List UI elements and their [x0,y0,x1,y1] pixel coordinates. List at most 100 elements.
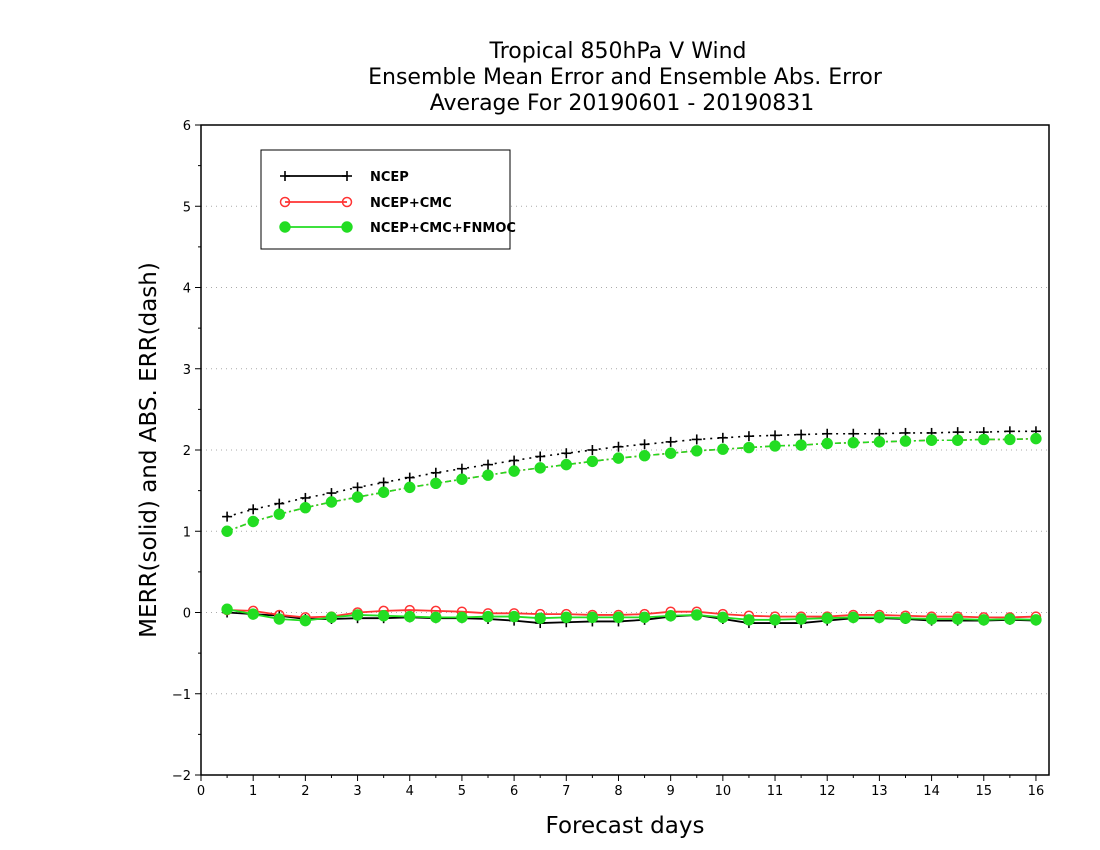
abs-err-point-0-13 [561,448,572,459]
chart-title-line-2: Ensemble Mean Error and Ensemble Abs. Er… [368,65,883,90]
abs-err-point-2-7 [404,481,416,494]
series-layer [221,426,1042,629]
y-tick-label-5: 3 [183,363,191,378]
merr-point-2-18 [691,609,703,621]
chart-title-line-3: Average For 20190601 - 20190831 [430,91,815,116]
abs-err-point-2-10 [482,469,494,481]
abs-err-point-2-6 [377,486,390,498]
merr-point-2-26 [899,612,912,624]
x-axis: 0 1 2 3 4 5 6 7 8 9 10 11 12 13 14 15 16 [197,775,1044,799]
abs-err-point-2-5 [351,491,364,503]
series-ncep [222,426,1041,629]
abs-err-point-2-17 [664,447,677,459]
legend-box [260,149,511,250]
merr-point-2-15 [612,611,625,624]
legend-entry-0: NCEP [280,170,409,185]
x-tick-label-4: 4 [406,784,414,799]
legend-label-1: NCEP+CMC [370,196,452,211]
chart-title-line-1: Tropical 850hPa V Wind [488,39,746,64]
abs-err-point-2-0 [221,525,233,537]
merr-point-2-12 [534,612,546,624]
merr-point-2-24 [847,611,860,624]
abs-err-point-0-0 [222,511,233,522]
x-tick-label-13: 13 [871,784,888,799]
x-axis-title: Forecast days [546,813,705,839]
abs-err-point-0-2 [274,498,285,509]
merr-point-2-0 [221,603,233,615]
abs-err-point-2-8 [430,477,442,490]
abs-err-point-2-16 [638,449,651,462]
merr-point-2-29 [978,614,990,626]
x-tick-label-16: 16 [1028,784,1045,799]
abs-err-point-0-17 [665,436,676,447]
abs-err-point-2-3 [299,501,312,514]
merr-point-2-9 [456,611,468,624]
abs-err-point-2-1 [247,515,259,528]
abs-err-point-2-26 [899,435,912,447]
x-tick-label-3: 3 [353,784,361,799]
x-tick-label-7: 7 [562,784,570,799]
merr-point-2-30 [1004,613,1016,625]
merr-point-2-10 [482,610,494,623]
merr-point-2-4 [325,611,338,624]
series-ncep-cmc-fnmoc [221,432,1042,627]
abs-err-point-2-11 [508,465,520,477]
x-tick-label-1: 1 [249,784,257,799]
abs-err-point-2-19 [717,443,729,455]
legend-entry-2: NCEP+CMC+FNMOC [279,221,516,236]
y-axis-title: MERR(solid) and ABS. ERR(dash) [136,262,162,638]
merr-point-2-5 [351,609,364,621]
merr-point-2-25 [873,611,886,624]
abs-err-point-2-24 [847,436,860,449]
abs-err-point-2-15 [612,452,625,464]
abs-err-point-0-3 [300,492,311,503]
y-tick-label-4: 2 [183,444,191,459]
x-tick-label-6: 6 [510,784,518,799]
y-tick-label-3: 1 [183,525,191,540]
x-tick-label-9: 9 [667,784,675,799]
merr-point-2-28 [951,613,964,625]
abs-err-point-2-31 [1030,432,1042,445]
abs-err-line-2 [226,437,1036,532]
merr-point-2-6 [377,610,390,622]
merr-point-2-27 [925,613,938,625]
merr-point-2-11 [508,610,520,623]
abs-err-point-0-22 [796,429,807,440]
merr-point-2-1 [247,608,259,620]
legend-marker-left-0 [280,171,290,181]
abs-err-point-2-18 [691,445,703,457]
merr-point-2-8 [430,611,442,624]
abs-err-point-0-18 [691,434,702,445]
merr-point-2-7 [404,610,416,623]
legend-label-0: NCEP [370,170,409,185]
abs-err-point-2-27 [925,434,938,446]
chart-title: Tropical 850hPa V Wind Ensemble Mean Err… [368,39,883,116]
legend-marker-left-1 [279,196,291,208]
legend: NCEP NCEP+CMC NCEP+CMC+FNMOC [260,149,516,250]
abs-err-point-0-21 [770,430,781,441]
abs-err-point-2-28 [951,434,964,446]
abs-err-point-2-20 [743,441,755,454]
merr-point-2-20 [743,614,755,626]
x-tick-label-8: 8 [614,784,622,799]
abs-err-point-0-1 [248,504,259,515]
abs-err-point-2-30 [1004,433,1016,446]
legend-entries: NCEP NCEP+CMC NCEP+CMC+FNMOC [279,170,516,236]
abs-err-point-2-29 [978,433,990,446]
legend-marker-right-0 [342,171,352,181]
legend-marker-left-2 [279,221,291,233]
merr-point-2-31 [1030,614,1042,626]
abs-err-point-0-20 [743,431,754,442]
abs-err-point-2-25 [873,436,886,448]
y-tick-label-0: −2 [172,769,191,784]
abs-err-point-0-15 [613,441,624,452]
legend-entry-1: NCEP+CMC [279,196,452,211]
legend-marker-right-2 [341,221,353,233]
x-tick-label-2: 2 [301,784,309,799]
abs-err-point-2-21 [769,440,781,452]
abs-err-point-0-10 [483,459,494,470]
legend-marker-right-1 [341,196,353,208]
abs-err-point-0-14 [587,445,598,455]
abs-err-point-2-9 [456,473,468,485]
